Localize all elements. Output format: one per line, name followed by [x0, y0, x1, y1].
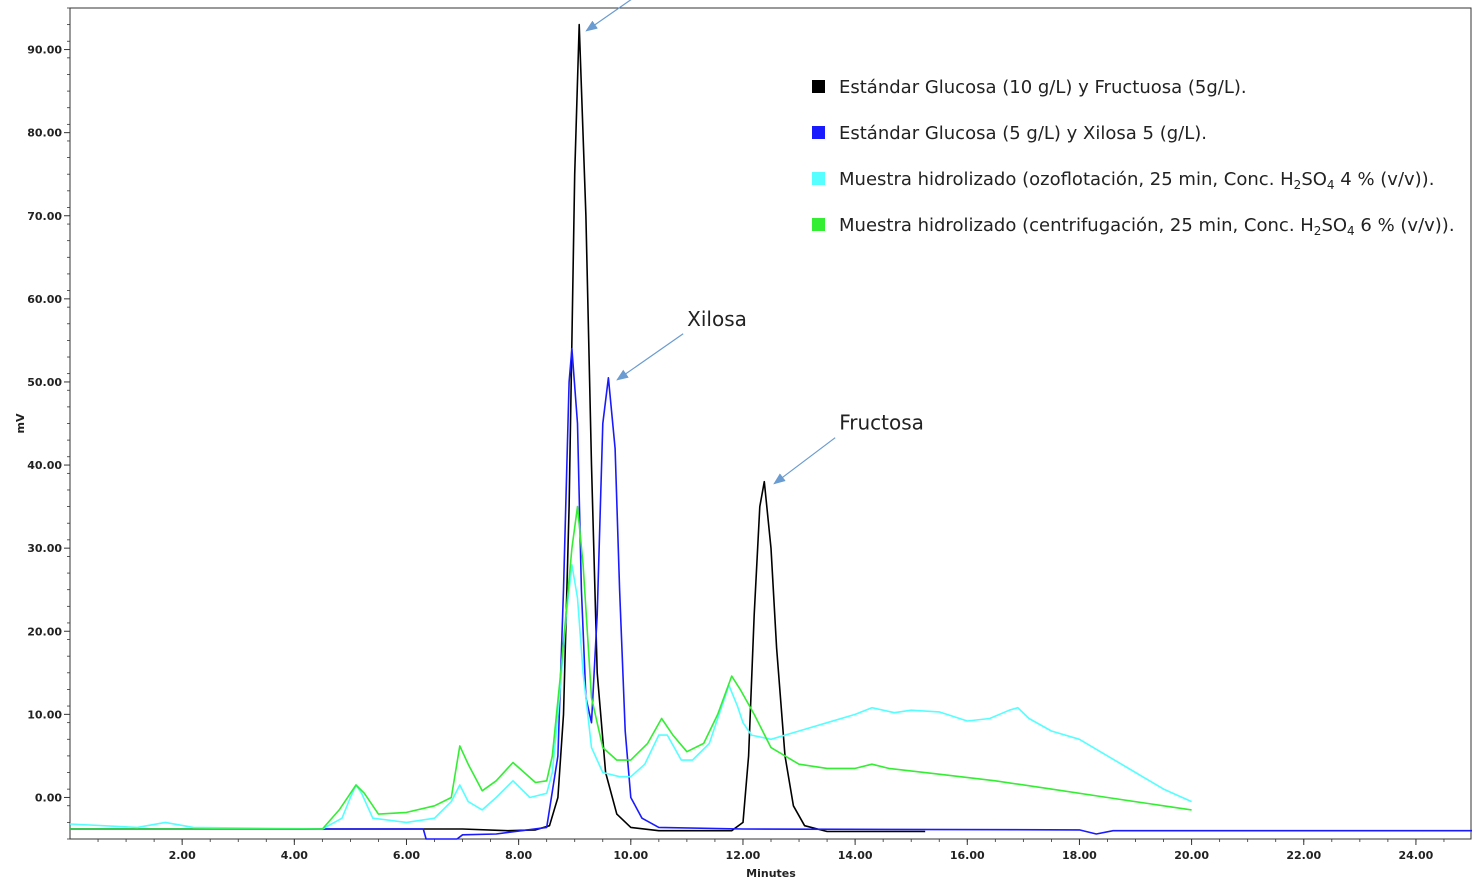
legend-label: Estándar Glucosa (10 g/L) y Fructuosa (5…	[839, 77, 1247, 98]
legend-label: Muestra hidrolizado (ozoflotación, 25 mi…	[839, 169, 1434, 192]
x-tick-label: 22.00	[1286, 849, 1321, 862]
legend-swatch	[812, 172, 825, 185]
x-tick-label: 4.00	[281, 849, 308, 862]
x-tick-label: 8.00	[505, 849, 532, 862]
annotation-label-xilosa: Xilosa	[687, 307, 747, 331]
y-tick-label: 50.00	[27, 376, 62, 389]
y-tick-label: 60.00	[27, 293, 62, 306]
series-layer	[69, 23, 1472, 840]
x-tick-label: 16.00	[950, 849, 985, 862]
y-tick-label: 10.00	[27, 708, 62, 721]
plot-frame	[69, 7, 1472, 840]
y-axis-title: mV	[14, 413, 27, 433]
series-line-4	[70, 505, 1192, 830]
legend-swatch	[812, 218, 825, 231]
series-line-1	[70, 23, 926, 833]
x-tick-label: 2.00	[169, 849, 196, 862]
annotation-arrow	[585, 0, 632, 32]
y-tick-label: 40.00	[27, 459, 62, 472]
x-tick-label: 14.00	[838, 849, 873, 862]
y-tick-label: 0.00	[35, 791, 62, 804]
x-tick-label: 6.00	[393, 849, 420, 862]
axes: 0.00 10.00 20.00 30.00 40.00 50.00 60.00 70.00 8…	[14, 7, 1445, 880]
x-tick-label: 18.00	[1062, 849, 1097, 862]
x-tick-label: 24.00	[1399, 849, 1434, 862]
y-tick-label: 30.00	[27, 542, 62, 555]
x-tick-label: 20.00	[1174, 849, 1209, 862]
series-line-2	[70, 347, 1472, 840]
y-tick-label: 20.00	[27, 625, 62, 638]
plot-border	[69, 7, 1472, 840]
legend-swatch	[812, 126, 825, 139]
annotation-arrow	[616, 333, 684, 381]
legend: Estándar Glucosa (10 g/L) y Fructuosa (5…	[812, 77, 1455, 238]
y-tick-label: 70.00	[27, 210, 62, 223]
series-line-3	[69, 564, 1192, 830]
legend-swatch	[812, 80, 825, 93]
legend-label: Muestra hidrolizado (centrifugación, 25 …	[839, 215, 1455, 238]
x-tick-label: 12.00	[726, 849, 761, 862]
legend-label: Estándar Glucosa (5 g/L) y Xilosa 5 (g/L…	[839, 123, 1207, 144]
y-tick-label: 80.00	[27, 127, 62, 140]
x-axis-title: Minutes	[746, 867, 796, 880]
y-tick-label: 90.00	[27, 44, 62, 57]
annotation-arrow	[773, 437, 836, 485]
annotations: GlucosaXilosaFructosa	[585, 0, 924, 485]
x-tick-label: 10.00	[613, 849, 648, 862]
annotation-label-fructosa: Fructosa	[839, 411, 924, 435]
